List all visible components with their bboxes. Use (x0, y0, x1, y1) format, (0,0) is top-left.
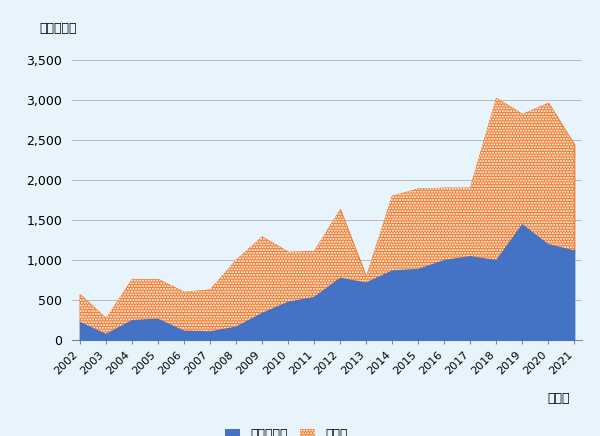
Legend: ウクライナ, ロシア: ウクライナ, ロシア (220, 423, 352, 436)
Text: （万トン）: （万トン） (39, 22, 77, 35)
Text: （年）: （年） (548, 392, 570, 405)
